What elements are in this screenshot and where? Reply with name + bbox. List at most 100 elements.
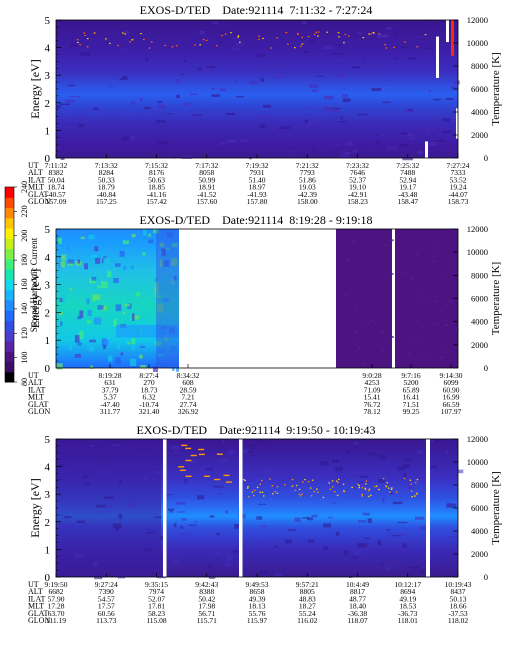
table-cell: 10:19:43 bbox=[445, 580, 472, 589]
spectrogram-texture bbox=[166, 232, 174, 238]
spectrogram-texture bbox=[174, 451, 178, 455]
spectrogram-texture bbox=[113, 318, 117, 327]
spectrogram-speck bbox=[358, 486, 360, 489]
spectrogram-texture bbox=[362, 58, 365, 60]
spectrogram-speck bbox=[287, 43, 289, 45]
spectrogram-texture bbox=[56, 478, 63, 481]
spectrogram-speck bbox=[416, 46, 418, 48]
spectrogram-texture bbox=[402, 464, 411, 468]
spectrogram-texture bbox=[364, 537, 371, 539]
spectrogram-texture bbox=[69, 523, 74, 528]
spectrogram-texture bbox=[131, 101, 136, 105]
spectrogram-texture bbox=[226, 556, 234, 561]
y2-tick-label: 8000 bbox=[471, 61, 488, 71]
spectrogram-speck bbox=[221, 34, 223, 37]
table-cell: 18.85 bbox=[148, 183, 165, 192]
spectrogram-texture bbox=[117, 441, 124, 445]
spectrogram-texture bbox=[387, 567, 391, 571]
colorbar-cell bbox=[5, 269, 14, 280]
spectrogram-gap bbox=[426, 439, 430, 577]
spectrogram-texture bbox=[169, 509, 174, 513]
spectrogram-texture bbox=[231, 47, 240, 51]
spectrogram-texture bbox=[249, 81, 259, 85]
panel-title-date: Date:921114 bbox=[219, 423, 280, 437]
spectrogram-speck bbox=[246, 487, 249, 489]
colorbar-ticks: 80 100 120 140 160 180 200 220 240 bbox=[14, 181, 29, 386]
spectrogram-texture bbox=[385, 80, 390, 82]
spectrogram-speck bbox=[370, 33, 372, 35]
spectrogram-texture bbox=[327, 107, 332, 111]
spectrogram-texture bbox=[63, 516, 72, 519]
spectrogram-texture bbox=[407, 57, 416, 60]
spectrogram-texture bbox=[345, 258, 349, 261]
table-cell: 99.25 bbox=[403, 407, 420, 416]
table-cell: -41.52 bbox=[197, 190, 217, 199]
y-tick-label: 3 bbox=[45, 489, 51, 501]
spectrogram-speck bbox=[276, 486, 279, 488]
spectrogram-texture bbox=[171, 258, 178, 266]
spectrogram-speck bbox=[337, 482, 339, 484]
spectrogram-texture bbox=[103, 344, 107, 350]
spectrogram-speck bbox=[198, 448, 205, 451]
colorbar-cell bbox=[5, 289, 14, 301]
spectrogram-texture bbox=[59, 297, 64, 302]
spectrogram-speck bbox=[291, 485, 294, 487]
table-cell: 7646 bbox=[350, 168, 365, 177]
spectrogram-texture bbox=[382, 498, 385, 503]
table-cell: 631 bbox=[104, 378, 116, 387]
table-cell: 17.57 bbox=[98, 602, 115, 611]
y2-tick-label: 6000 bbox=[471, 294, 488, 304]
spectrogram-texture bbox=[378, 466, 388, 470]
spectrogram-texture bbox=[173, 523, 177, 528]
spectrogram-texture bbox=[143, 476, 148, 479]
table-cell: -36.73 bbox=[398, 609, 418, 618]
spectrogram-speck bbox=[343, 490, 345, 492]
spectrogram-texture bbox=[259, 124, 265, 128]
colorbar-cell bbox=[5, 187, 14, 198]
spectrogram-speck bbox=[179, 469, 186, 471]
spectrogram-texture bbox=[400, 132, 406, 135]
spectrogram-texture bbox=[290, 528, 294, 532]
spectrogram-texture bbox=[389, 492, 394, 495]
colorbar-cell bbox=[5, 217, 14, 229]
spectrogram-speck bbox=[261, 491, 264, 493]
spectrogram-speck bbox=[361, 495, 363, 497]
spectrogram-speck bbox=[124, 33, 126, 35]
spectrogram-speck bbox=[203, 475, 210, 477]
spectrogram-texture bbox=[307, 124, 310, 128]
spectrogram-speck bbox=[343, 491, 346, 493]
spectrogram-speck bbox=[338, 36, 340, 38]
y-tick-label: 0 bbox=[45, 572, 51, 584]
spectrogram-texture bbox=[142, 252, 146, 256]
table-cell: 7:13:32 bbox=[95, 161, 118, 170]
table-cell: 53.52 bbox=[450, 175, 467, 184]
spectrogram-texture bbox=[428, 465, 438, 469]
spectrogram-texture bbox=[258, 503, 267, 505]
spectrogram-texture bbox=[434, 140, 445, 142]
spectrogram-texture bbox=[392, 501, 403, 505]
colorbar-cell bbox=[5, 340, 14, 352]
table-cell: 8388 bbox=[199, 587, 214, 596]
table-row-label: GLON bbox=[28, 407, 50, 416]
spectrogram-texture bbox=[259, 115, 270, 118]
table-row-label: GLAT bbox=[28, 609, 49, 618]
spectrogram-texture bbox=[248, 444, 256, 447]
spectrogram-texture bbox=[382, 101, 392, 103]
table-cell: 18.73 bbox=[141, 385, 158, 394]
spectrogram-speck bbox=[225, 481, 232, 483]
spectrogram-texture bbox=[107, 86, 115, 87]
spectrogram-texture bbox=[101, 456, 112, 458]
table-cell: 8:19:28 bbox=[99, 371, 122, 380]
colorbar-tick-label: 180 bbox=[20, 254, 29, 266]
spectrogram-texture bbox=[77, 342, 82, 346]
panel-1: EXOS-D/TED Date:921114 7:11:32 - 7:27:24 0 1… bbox=[28, 3, 502, 206]
panel-title-instrument: EXOS-D/TED bbox=[140, 3, 211, 17]
spectrogram-texture bbox=[280, 126, 291, 129]
spectrogram-texture bbox=[92, 107, 99, 110]
spectrogram-texture bbox=[420, 526, 430, 530]
table-cell: 17.28 bbox=[48, 602, 65, 611]
spectrogram-texture bbox=[178, 533, 187, 535]
spectrogram-texture bbox=[141, 449, 148, 451]
spectrogram-texture bbox=[173, 559, 179, 563]
spectrogram-texture bbox=[218, 142, 226, 145]
